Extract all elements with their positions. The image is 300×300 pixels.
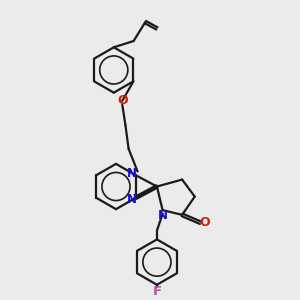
Text: O: O [117,94,128,107]
Text: N: N [127,167,137,180]
Text: N: N [158,209,168,222]
Text: N: N [127,193,137,206]
Text: O: O [200,216,210,229]
Text: F: F [152,285,161,298]
